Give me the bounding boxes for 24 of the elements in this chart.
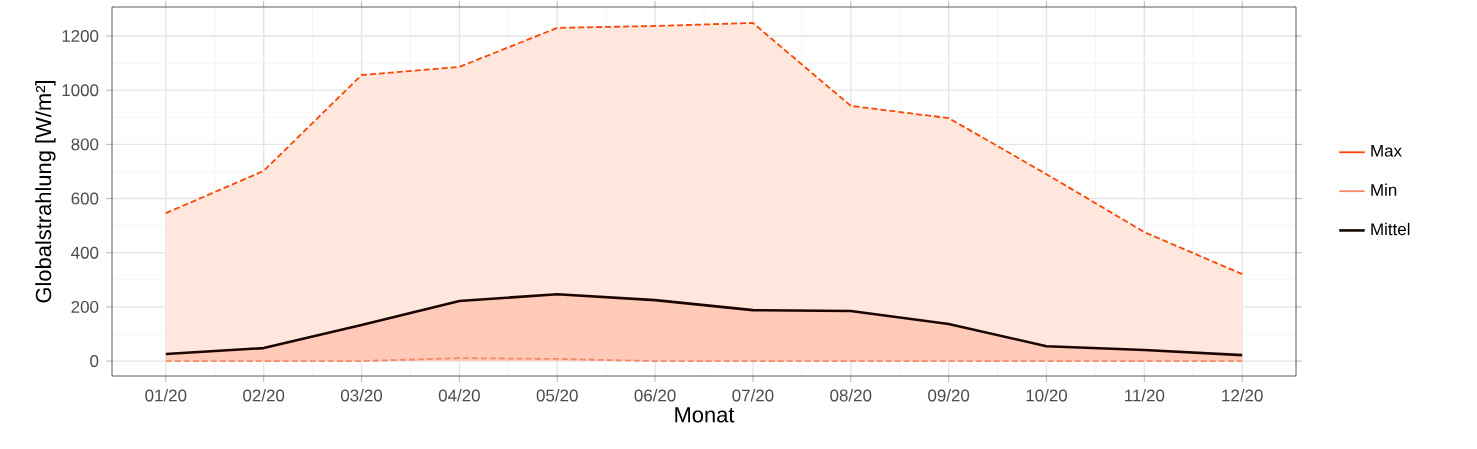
legend-label: Max [1371, 144, 1402, 157]
y-tick-label: 600 [71, 192, 99, 205]
x-tick-label: 01/20 [145, 389, 187, 402]
legend-label: Min [1371, 183, 1397, 196]
x-tick-label: 12/20 [1222, 389, 1263, 402]
y-tick-label: 1000 [62, 84, 99, 97]
legend-label: Mittel [1371, 222, 1410, 236]
x-tick-label: 07/20 [732, 389, 774, 402]
x-tick-label: 02/20 [243, 389, 285, 402]
x-tick-label: 08/20 [830, 389, 872, 402]
y-tick-label: 1200 [62, 30, 99, 42]
x-tick-label: 10/20 [1026, 389, 1068, 402]
y-tick-label: 0 [90, 355, 99, 368]
x-tick-label: 09/20 [928, 389, 970, 402]
x-tick-label: 03/20 [340, 389, 383, 402]
y-tick-label: 200 [71, 300, 99, 313]
y-axis-title: Globalstrahlung [W/m²] [35, 81, 56, 303]
x-tick-label: 04/20 [438, 389, 480, 402]
x-tick-label: 11/20 [1125, 389, 1165, 402]
y-tick-label: 400 [71, 246, 99, 259]
y-tick-label: 800 [71, 138, 99, 151]
x-tick-label: 06/20 [634, 389, 676, 402]
x-tick-label: 05/20 [536, 389, 578, 402]
x-axis-title: Monat [675, 407, 735, 423]
